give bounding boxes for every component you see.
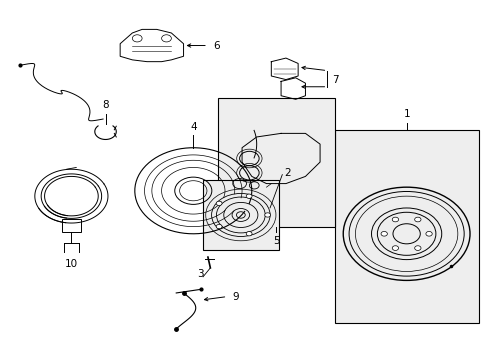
Text: 7: 7 (331, 75, 338, 85)
Text: 5: 5 (272, 235, 279, 246)
Bar (334, 130, 478, 323)
Text: 1: 1 (403, 109, 409, 119)
Text: 2: 2 (283, 168, 290, 178)
Bar (203, 180, 278, 250)
Circle shape (245, 231, 251, 236)
Circle shape (216, 224, 222, 229)
Text: 9: 9 (232, 292, 239, 302)
Circle shape (264, 213, 270, 217)
Circle shape (216, 201, 222, 206)
Circle shape (425, 231, 431, 236)
Text: 4: 4 (190, 122, 196, 132)
Text: 10: 10 (65, 259, 78, 269)
Text: 3: 3 (197, 269, 203, 279)
Circle shape (414, 246, 420, 251)
Text: 8: 8 (102, 100, 109, 110)
Circle shape (391, 217, 398, 222)
Text: 6: 6 (212, 41, 219, 50)
Circle shape (414, 217, 420, 222)
Circle shape (245, 194, 251, 198)
Circle shape (391, 246, 398, 251)
Circle shape (380, 231, 386, 236)
Bar (217, 98, 334, 226)
Bar (61, 220, 81, 232)
